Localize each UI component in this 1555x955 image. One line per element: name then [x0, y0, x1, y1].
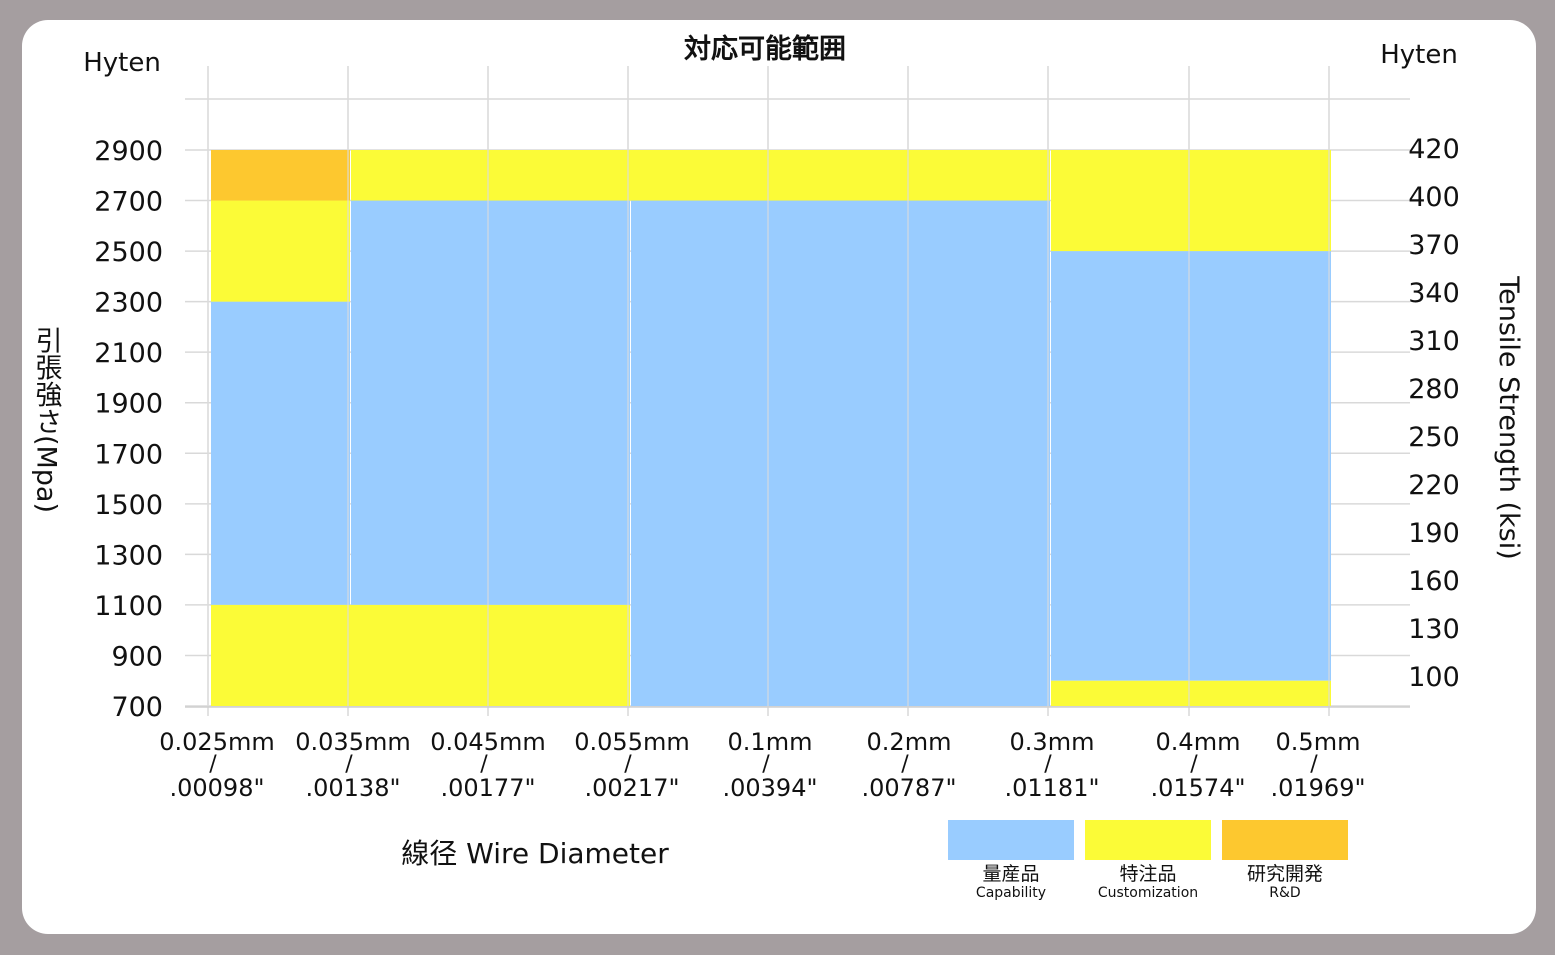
- x-tick-separator: /: [624, 752, 632, 777]
- y-tick-label-left: 1900: [94, 389, 163, 420]
- x-tick-label-inch: .01969": [1270, 774, 1365, 802]
- y-tick-label-right: 100: [1408, 662, 1460, 693]
- x-axis: 0.025mm/.00098"0.035mm/.00138"0.045mm/.0…: [159, 728, 1365, 802]
- y-tick-label-right: 190: [1408, 518, 1460, 549]
- y-tick-label-left: 900: [111, 641, 163, 672]
- x-tick-separator: /: [480, 752, 488, 777]
- x-tick-label-inch: .01181": [1004, 774, 1099, 802]
- region-customization: [211, 200, 350, 302]
- y-tick-label-right: 420: [1408, 134, 1460, 165]
- region-capability: [631, 200, 1050, 706]
- left-corner-label: Hyten: [83, 48, 161, 78]
- x-tick-label-mm: 0.055mm: [574, 728, 689, 756]
- region-customization: [1051, 680, 1331, 706]
- region-customization: [1051, 150, 1331, 252]
- y-axis-label-left: 引張強さ(Mpa): [31, 327, 62, 513]
- x-tick-label-inch: .00177": [440, 774, 535, 802]
- x-tick-label-mm: 0.2mm: [867, 728, 952, 756]
- legend-sublabel-customization: Customization: [1098, 885, 1198, 901]
- y-tick-label-left: 1700: [94, 439, 163, 470]
- y-axis-label-right: Tensile Strength (ksi): [1493, 275, 1524, 560]
- y-axis-left: 2900 2700 2500 2300 2100 1900 1700 1500 1300 1100…: [94, 136, 163, 723]
- legend-label-capability: 量産品: [982, 863, 1039, 885]
- legend-swatch-rnd: [1222, 820, 1348, 860]
- x-tick-label-mm: 0.1mm: [728, 728, 813, 756]
- legend-sublabel-rnd: R&D: [1269, 885, 1300, 901]
- y-tick-label-right: 400: [1408, 182, 1460, 213]
- y-tick-label-left: 1500: [94, 490, 163, 521]
- x-tick-separator: /: [1190, 752, 1198, 777]
- y-tick-label-left: 2500: [94, 237, 163, 268]
- x-tick-label-mm: 0.5mm: [1276, 728, 1361, 756]
- x-tick-separator: /: [209, 752, 217, 777]
- y-tick-label-left: 700: [111, 692, 163, 723]
- y-tick-label-right: 220: [1408, 470, 1460, 501]
- legend-swatch-customization: [1085, 820, 1211, 860]
- y-tick-label-left: 1300: [94, 540, 163, 571]
- region-capability: [211, 301, 350, 605]
- x-tick-label-mm: 0.035mm: [295, 728, 410, 756]
- region-customization: [351, 150, 1050, 201]
- x-tick-label-inch: .00394": [722, 774, 817, 802]
- y-axis-right: 420 400 370 340 310 280 250 220 190 160 130 100: [1408, 134, 1460, 693]
- y-tick-label-left: 2900: [94, 136, 163, 167]
- region-capability: [351, 200, 630, 605]
- chart-title: 対応可能範囲: [684, 33, 846, 65]
- region-rnd: [211, 150, 350, 201]
- x-tick-label-mm: 0.3mm: [1010, 728, 1095, 756]
- legend-label-rnd: 研究開発: [1247, 863, 1323, 885]
- y-tick-label-right: 130: [1408, 614, 1460, 645]
- x-tick-label-inch: .01574": [1150, 774, 1245, 802]
- y-tick-label-right: 370: [1408, 230, 1460, 261]
- region-customization: [211, 604, 630, 706]
- x-tick-separator: /: [762, 752, 770, 777]
- x-tick-separator: /: [1044, 752, 1052, 777]
- y-tick-label-right: 250: [1408, 422, 1460, 453]
- legend-sublabel-capability: Capability: [976, 885, 1046, 901]
- range-regions: [185, 150, 1410, 708]
- y-tick-label-left: 1100: [94, 591, 163, 622]
- x-tick-label-mm: 0.025mm: [159, 728, 274, 756]
- y-tick-label-right: 280: [1408, 374, 1460, 405]
- y-tick-label-right: 160: [1408, 566, 1460, 597]
- x-tick-separator: /: [901, 752, 909, 777]
- y-tick-label-left: 2300: [94, 288, 163, 319]
- y-tick-label-left: 2100: [94, 338, 163, 369]
- y-tick-label-right: 310: [1408, 326, 1460, 357]
- region-capability: [1051, 251, 1331, 681]
- x-tick-label-inch: .00217": [584, 774, 679, 802]
- right-corner-label: Hyten: [1380, 40, 1458, 70]
- x-tick-label-mm: 0.4mm: [1156, 728, 1241, 756]
- x-tick-separator: /: [1310, 752, 1318, 777]
- y-tick-label-right: 340: [1408, 278, 1460, 309]
- x-tick-label-inch: .00787": [861, 774, 956, 802]
- y-tick-label-left: 2700: [94, 187, 163, 218]
- x-tick-label-inch: .00138": [305, 774, 400, 802]
- x-tick-label-mm: 0.045mm: [430, 728, 545, 756]
- x-axis-label: 線径 Wire Diameter: [401, 837, 669, 870]
- x-tick-label-inch: .00098": [169, 774, 264, 802]
- legend-swatch-capability: [948, 820, 1074, 860]
- x-tick-separator: /: [345, 752, 353, 777]
- legend-label-customization: 特注品: [1119, 863, 1176, 885]
